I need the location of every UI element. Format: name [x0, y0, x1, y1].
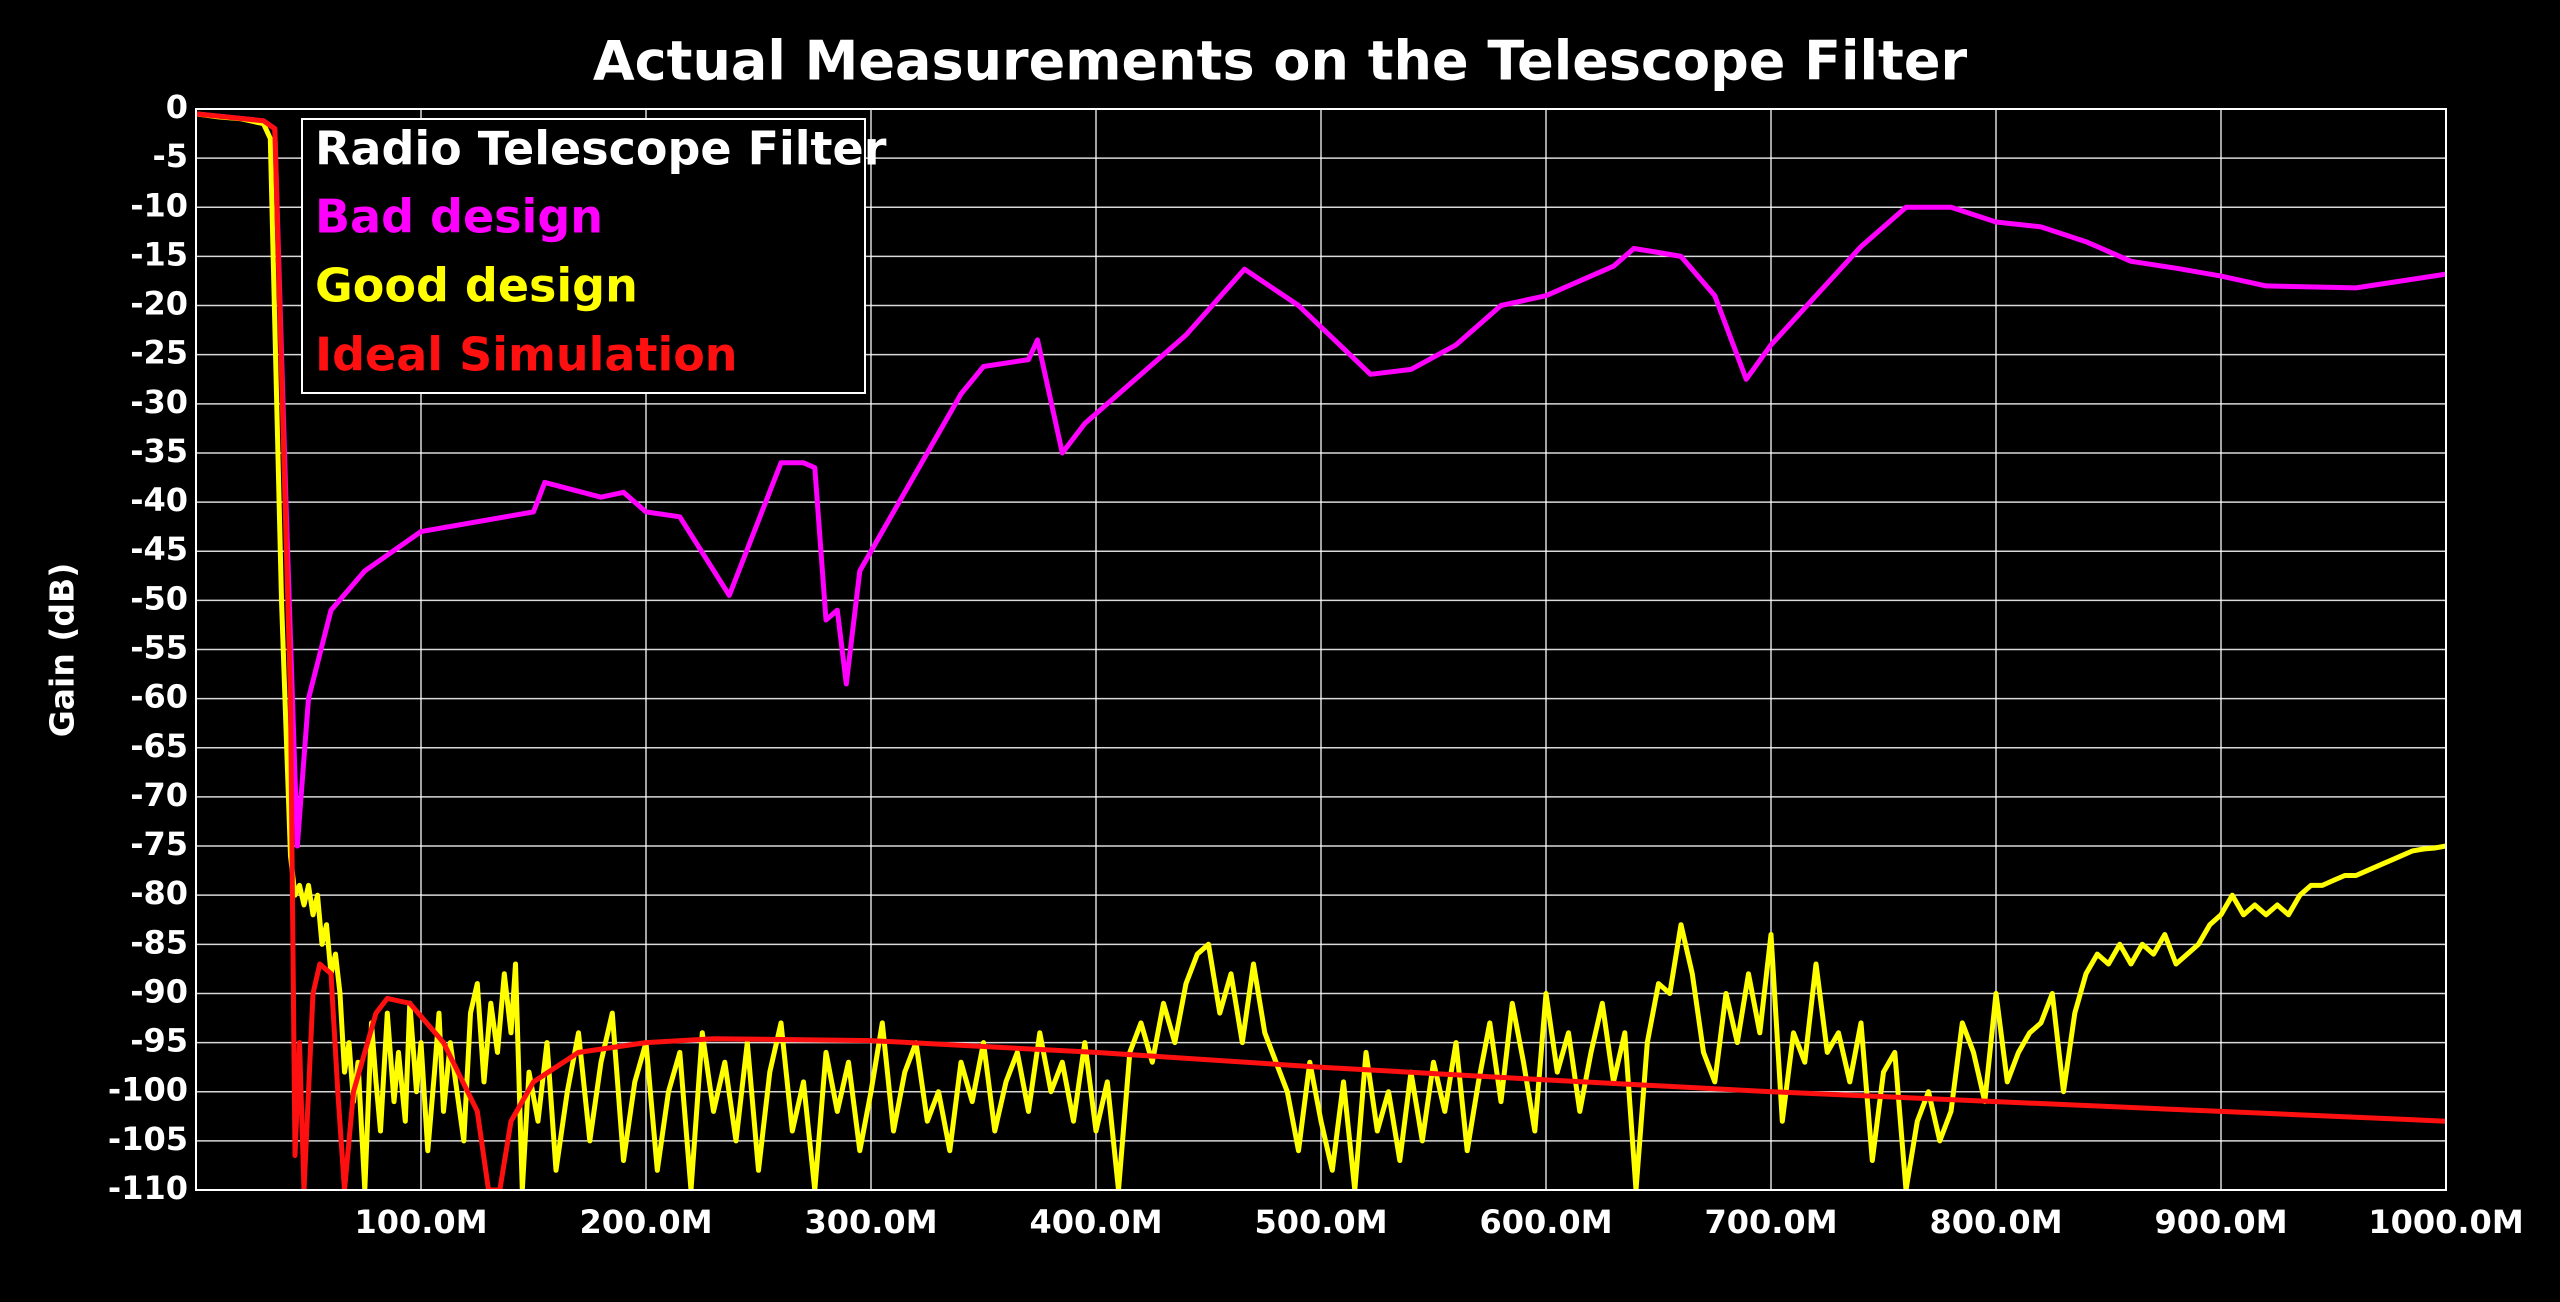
- legend-entry: Good design: [315, 259, 638, 313]
- y-tick-label: -85: [130, 923, 188, 961]
- legend-entry: Ideal Simulation: [315, 328, 738, 382]
- y-tick-label: -35: [130, 432, 188, 470]
- y-tick-label: -110: [108, 1169, 188, 1207]
- legend-title: Radio Telescope Filter: [315, 122, 887, 176]
- x-tick-label: 300.0M: [804, 1203, 937, 1241]
- legend-entry: Bad design: [315, 190, 603, 244]
- x-tick-label: 900.0M: [2154, 1203, 2287, 1241]
- y-tick-label: -50: [130, 579, 188, 617]
- y-tick-label: -90: [130, 972, 188, 1010]
- y-tick-label: 0: [166, 88, 188, 126]
- y-tick-label: -30: [130, 383, 188, 421]
- legend-box: [301, 118, 866, 394]
- y-tick-label: -45: [130, 530, 188, 568]
- y-tick-label: -5: [152, 137, 188, 175]
- x-tick-label: 1000.0M: [2368, 1203, 2523, 1241]
- y-tick-label: -80: [130, 874, 188, 912]
- legend: Radio Telescope Filter Bad design Good de…: [301, 118, 887, 394]
- y-tick-label: -70: [130, 776, 188, 814]
- x-tick-label: 800.0M: [1929, 1203, 2062, 1241]
- y-tick-label: -60: [130, 678, 188, 716]
- chart-title: Actual Measurements on the Telescope Fil…: [593, 30, 1968, 93]
- y-tick-label: -40: [130, 481, 188, 519]
- y-tick-label: -25: [130, 334, 188, 372]
- y-tick-label: -105: [108, 1120, 188, 1158]
- y-tick-label: -10: [130, 186, 188, 224]
- x-tick-label: 500.0M: [1254, 1203, 1387, 1241]
- y-tick-label: -55: [130, 629, 188, 667]
- y-tick-label: -75: [130, 825, 188, 863]
- series-line: [196, 111, 2446, 1190]
- y-axis-label: Gain (dB): [43, 563, 82, 738]
- plot-border: [195, 108, 2447, 1191]
- series-line: [196, 111, 2446, 1190]
- y-tick-label: -15: [130, 235, 188, 273]
- x-tick-label: 700.0M: [1704, 1203, 1837, 1241]
- x-tick-label: 200.0M: [579, 1203, 712, 1241]
- plot-lines: [196, 111, 2446, 1190]
- y-tick-label: -20: [130, 285, 188, 323]
- x-tick-label: 400.0M: [1029, 1203, 1162, 1241]
- y-tick-label: -95: [130, 1022, 188, 1060]
- x-tick-label: 100.0M: [354, 1203, 487, 1241]
- y-tick-label: -65: [130, 727, 188, 765]
- y-tick-label: -100: [108, 1071, 188, 1109]
- x-tick-label: 600.0M: [1479, 1203, 1612, 1241]
- series-line: [196, 111, 2446, 849]
